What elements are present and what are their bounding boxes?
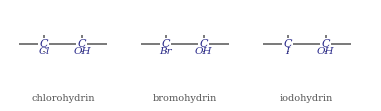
Text: C: C	[78, 39, 86, 49]
Text: iodohydrin: iodohydrin	[280, 94, 333, 103]
Text: bromohydrin: bromohydrin	[153, 94, 217, 103]
Text: Cl: Cl	[38, 47, 50, 56]
Text: chlorohydrin: chlorohydrin	[31, 94, 94, 103]
Text: C: C	[322, 39, 330, 49]
Text: I: I	[286, 47, 290, 56]
Text: Br: Br	[159, 47, 172, 56]
Text: C: C	[162, 39, 170, 49]
Text: OH: OH	[317, 47, 335, 56]
Text: C: C	[40, 39, 48, 49]
Text: OH: OH	[73, 47, 91, 56]
Text: C: C	[283, 39, 292, 49]
Text: C: C	[200, 39, 208, 49]
Text: OH: OH	[195, 47, 213, 56]
